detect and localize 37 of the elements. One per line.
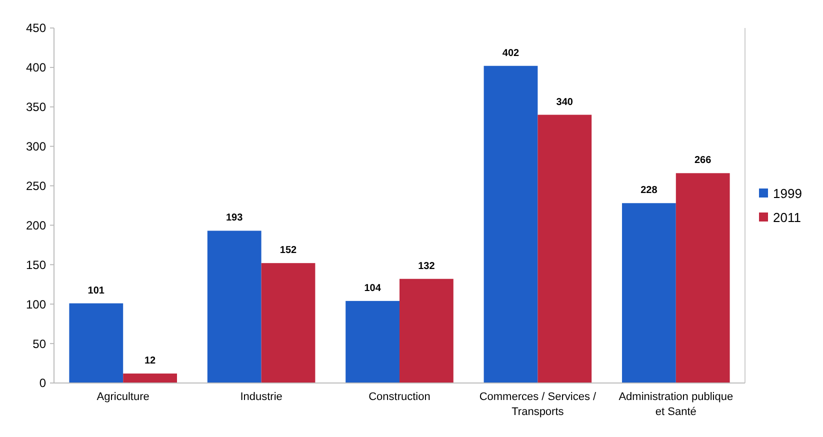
x-tick-label: Administration publique et Santé [618,391,734,418]
bar [69,303,124,383]
x-tick-label: Commerces / Services / Transports [479,391,598,418]
bar [346,300,400,383]
y-tick-label: 250 [26,178,46,193]
y-tick-label: 350 [26,100,46,114]
data-label: 104 [364,282,382,294]
data-label: 228 [640,185,658,196]
bar [484,66,538,383]
data-label: 266 [694,155,712,166]
bar [400,278,454,383]
data-label: 101 [88,285,105,296]
y-tick-label: 50 [32,336,46,351]
bar [538,114,592,383]
y-tick-label: 100 [26,297,46,312]
data-label: 132 [418,260,436,272]
legend-label: 2011 [773,210,801,226]
x-tick-label: Agriculture [96,391,150,403]
y-tick-label: 150 [26,258,46,272]
data-label: 193 [226,212,244,224]
y-tick-label: 300 [26,140,46,154]
x-tick-label: Construction [368,391,430,403]
data-label: 12 [144,356,156,367]
data-label: 152 [280,245,298,256]
y-tick-label: 0 [39,376,46,390]
x-tick-label: Industrie [240,391,282,403]
bar [676,173,730,383]
bar [123,374,177,383]
data-label: 340 [556,96,574,108]
y-tick-label: 450 [26,21,46,36]
y-tick-label: 200 [26,218,46,232]
bar [261,263,316,383]
data-label: 402 [502,48,520,59]
y-tick-label: 400 [26,60,46,75]
bar [207,230,262,383]
legend-label: 1999 [773,186,802,202]
bar [622,203,676,383]
